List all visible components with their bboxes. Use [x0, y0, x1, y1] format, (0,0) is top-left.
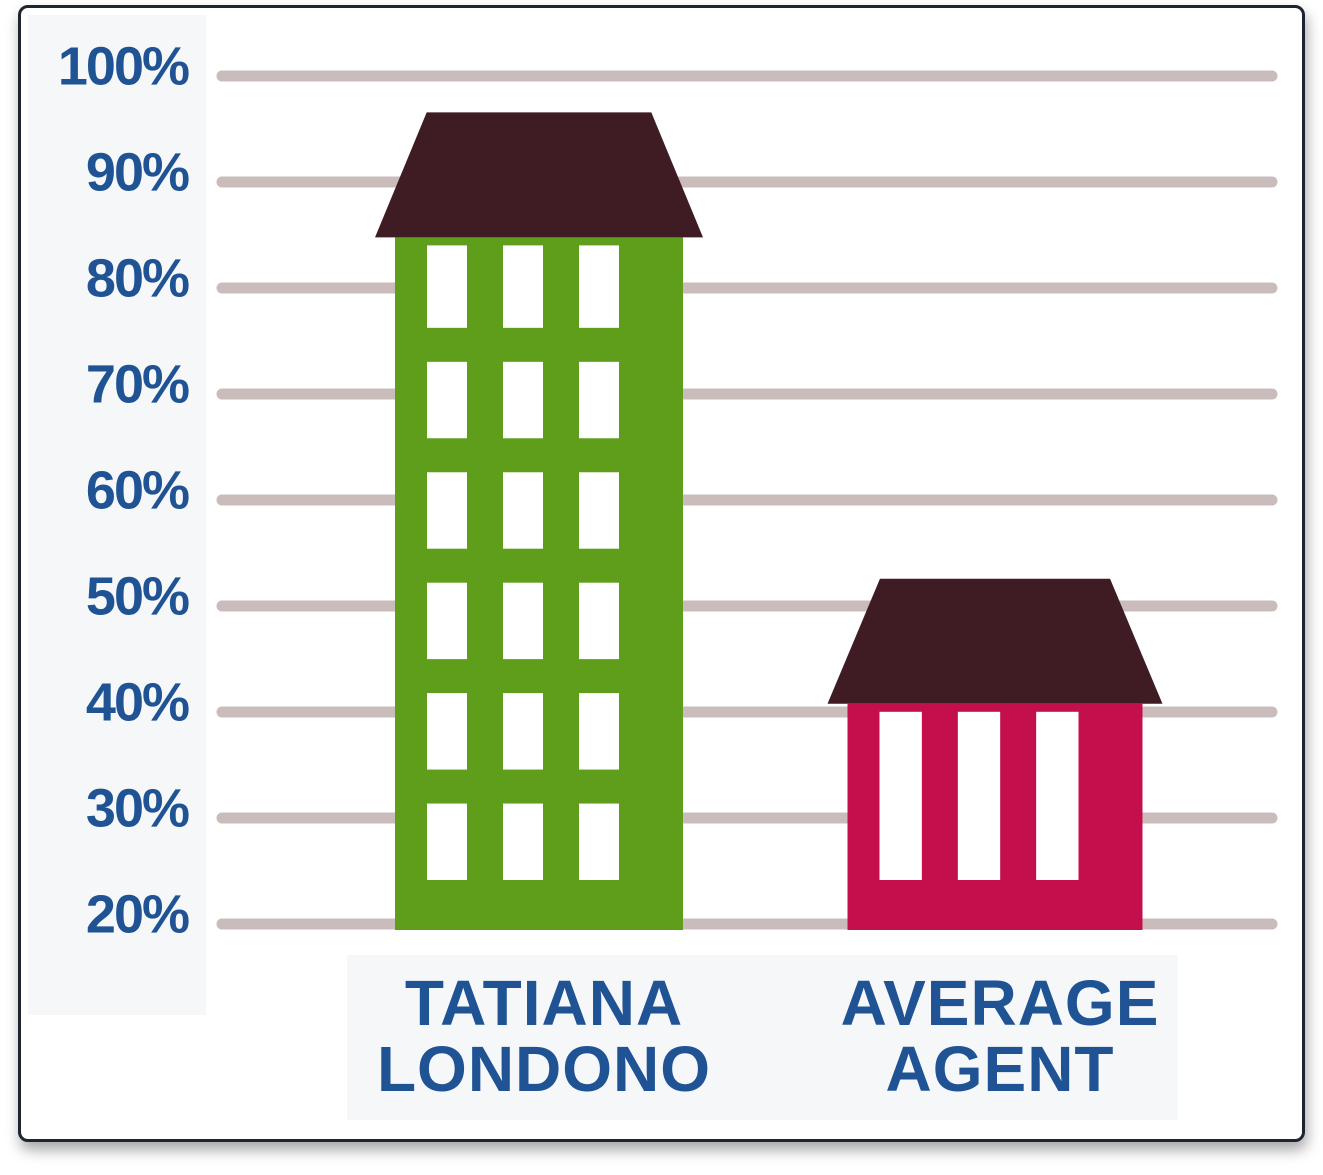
category-label: TATIANA LONDONO — [376, 967, 712, 1105]
window — [503, 472, 543, 549]
building-roof — [375, 112, 703, 238]
window — [503, 693, 543, 770]
window — [957, 711, 1001, 880]
y-tick-label: 70% — [86, 354, 189, 414]
building-roof — [827, 578, 1163, 704]
window — [579, 245, 619, 328]
window — [427, 361, 467, 439]
window — [579, 361, 619, 439]
window — [879, 711, 922, 880]
window — [427, 693, 467, 770]
window — [503, 245, 543, 328]
y-tick-label: 80% — [86, 248, 189, 308]
window — [503, 361, 543, 439]
y-tick-label: 90% — [86, 142, 189, 202]
building-bar — [375, 112, 703, 930]
axis-panel — [28, 15, 206, 1015]
window — [579, 472, 619, 549]
window — [1036, 711, 1079, 880]
y-tick-label: 20% — [86, 884, 189, 944]
y-tick-label: 50% — [86, 566, 189, 626]
window — [579, 582, 619, 660]
window — [427, 472, 467, 549]
window — [503, 803, 543, 880]
window — [579, 803, 619, 880]
window — [427, 803, 467, 880]
y-tick-label: 30% — [86, 778, 189, 838]
category-panel — [347, 955, 1178, 1120]
category-label: AVERAGE AGENT — [840, 967, 1160, 1105]
y-tick-label: 40% — [86, 672, 189, 732]
window — [579, 693, 619, 770]
y-tick-label: 60% — [86, 460, 189, 520]
window — [503, 582, 543, 660]
window — [427, 245, 467, 328]
building-bar — [827, 578, 1163, 930]
y-tick-label: 100% — [58, 36, 189, 96]
window — [427, 582, 467, 660]
